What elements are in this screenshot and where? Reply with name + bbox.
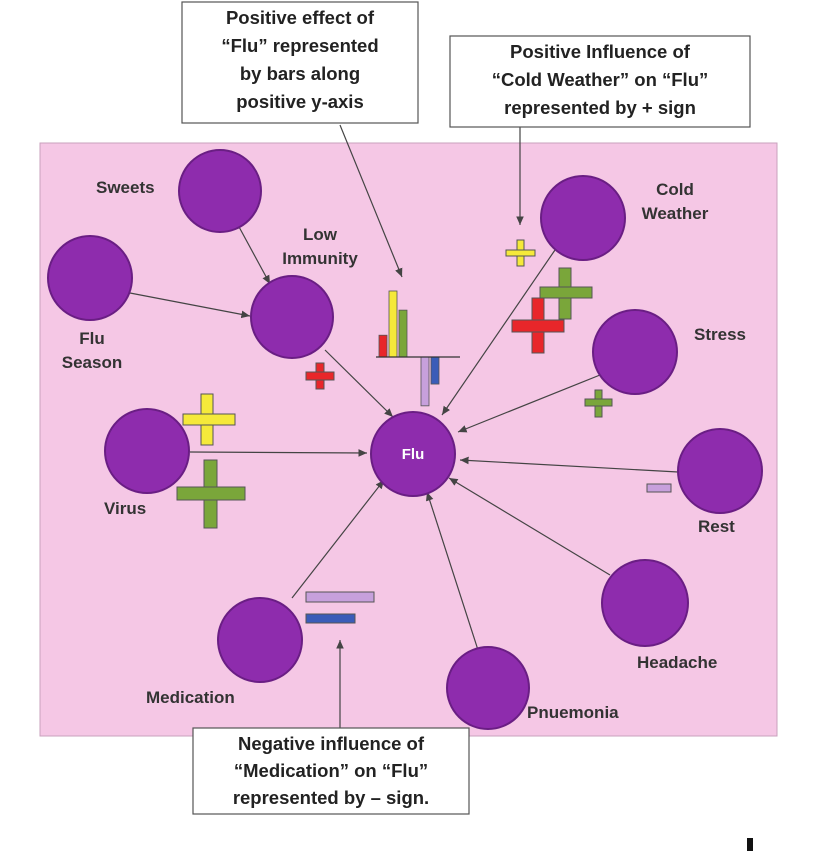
node-medication — [217, 597, 303, 683]
node-low-immunity — [250, 275, 334, 359]
minus-signs — [305, 483, 672, 624]
label-flu-season-1: Flu — [79, 329, 105, 348]
node-sweets — [178, 149, 262, 233]
label-low-immunity-1: Low — [303, 225, 338, 244]
node-labels: Sweets Low Immunity Flu Season Virus Col… — [62, 178, 746, 722]
arrow-stress-to-flu — [457, 374, 601, 433]
callout-bottom-line-1: Negative influence of — [238, 733, 425, 754]
node-flu-season — [47, 235, 133, 321]
arrow-immunity-to-flu — [324, 349, 394, 418]
label-rest: Rest — [698, 517, 735, 536]
callout-top-right-line-1: Positive Influence of — [510, 41, 691, 62]
callout-top-left-line-3: by bars along — [240, 63, 360, 84]
callout-top-left-line-4: positive y-axis — [236, 91, 364, 112]
nodes — [47, 149, 763, 730]
arrow-fluseason-to-immunity — [129, 292, 251, 319]
effect-bar-yellow — [388, 290, 398, 358]
arrow-virus-to-flu — [189, 449, 368, 457]
label-cold-weather-2: Weather — [642, 204, 709, 223]
node-rest — [677, 428, 763, 514]
callout-bottom-line-2: “Medication” on “Flu” — [234, 760, 428, 781]
callout-bottom-box — [192, 727, 470, 815]
arrow-sweets-to-immunity — [237, 224, 271, 285]
node-flu — [370, 411, 456, 497]
node-pneumonia — [446, 646, 530, 730]
callout-top-right-box — [449, 35, 751, 128]
node-cold-weather — [540, 175, 626, 261]
label-flu-season-2: Season — [62, 353, 122, 372]
effect-bar-lavender — [420, 356, 430, 407]
arrow-pneumonia-to-flu — [425, 491, 479, 651]
effect-bars — [378, 290, 440, 407]
arrow-headache-to-flu — [448, 477, 611, 576]
effect-bar-red — [378, 334, 388, 358]
callout-top-left-box — [181, 1, 419, 124]
callout-top-right-line-3: represented by + sign — [504, 97, 696, 118]
label-headache: Headache — [637, 653, 717, 672]
plus-sign-green-stress — [584, 389, 613, 418]
callout-top-right: Positive Influence of “Cold Weather” on … — [449, 35, 751, 128]
plus-sign-red-coldweather — [511, 297, 565, 354]
label-sweets: Sweets — [96, 178, 155, 197]
arrow-medication-to-flu — [291, 479, 385, 599]
flu-label: Flu — [402, 446, 425, 463]
callout-top-left-line-2: “Flu” represented — [221, 35, 378, 56]
pointer-top-left — [339, 124, 403, 278]
arrow-rest-to-flu — [459, 456, 679, 473]
label-virus: Virus — [104, 499, 146, 518]
effect-bar-blue — [430, 356, 440, 385]
callout-pointers — [336, 124, 524, 728]
label-medication: Medication — [146, 688, 235, 707]
node-stress — [592, 309, 678, 395]
effect-bar-green — [398, 309, 408, 358]
arrows — [129, 224, 679, 651]
callout-top-left-line-1: Positive effect of — [226, 7, 375, 28]
callout-top-right-line-2: “Cold Weather” on “Flu” — [492, 69, 709, 90]
plus-sign-green-coldweather — [539, 267, 593, 320]
callout-bottom: Negative influence of “Medication” on “F… — [192, 727, 470, 815]
label-cold-weather-1: Cold — [656, 180, 694, 199]
label-low-immunity-2: Immunity — [282, 249, 358, 268]
node-virus — [104, 408, 190, 494]
arrow-coldweather-to-flu — [441, 249, 556, 416]
minus-sign-blue-medication — [305, 613, 356, 624]
plus-sign-yellow-virus — [182, 393, 236, 446]
plus-sign-green-virus — [176, 459, 246, 529]
node-headache — [601, 559, 689, 647]
plus-signs — [176, 239, 613, 529]
label-pneumonia: Pnuemonia — [527, 703, 619, 722]
minus-sign-lavender-rest — [646, 483, 672, 493]
callout-top-left: Positive effect of “Flu” represented by … — [181, 1, 419, 124]
plus-sign-red-immunity — [305, 362, 335, 390]
label-stress: Stress — [694, 325, 746, 344]
corner-mark — [747, 838, 753, 851]
minus-sign-lavender-medication — [305, 591, 375, 603]
callout-bottom-line-3: represented by – sign. — [233, 787, 429, 808]
plus-sign-yellow-coldweather — [505, 239, 536, 267]
